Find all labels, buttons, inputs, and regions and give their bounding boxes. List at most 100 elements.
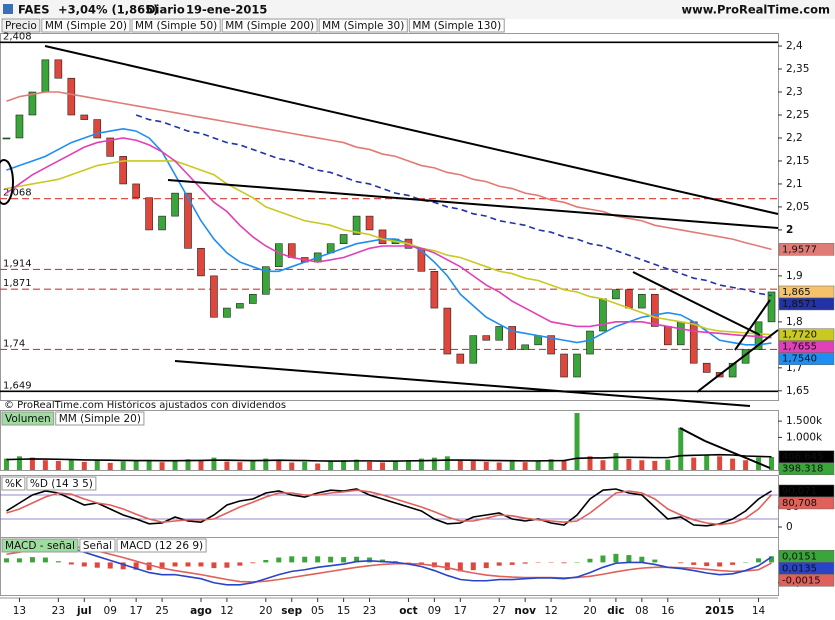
candle	[2, 137, 11, 140]
x-tick-label: 05	[311, 605, 324, 617]
volume-bar	[483, 461, 489, 470]
y-tick-label: 1,9	[786, 270, 803, 282]
level-label: 1,649	[3, 380, 32, 391]
volume-bar	[600, 460, 606, 470]
panel-frame	[0, 537, 779, 596]
x-tick-label: 08	[635, 605, 648, 617]
volume-bar	[665, 459, 671, 470]
candle	[676, 321, 685, 346]
histogram-bar	[678, 562, 684, 564]
marker-circle	[0, 159, 14, 205]
volume-bar	[444, 456, 450, 470]
legend-entry: MACD (12 26 9)	[120, 540, 203, 552]
histogram-bar	[613, 553, 619, 563]
candle	[365, 215, 374, 231]
x-tick-label: 20	[259, 605, 272, 617]
histogram-bar	[55, 561, 61, 563]
x-tick-label: 20	[583, 605, 596, 617]
histogram-bar	[354, 556, 360, 563]
legend-box	[131, 18, 221, 33]
histogram-bar	[522, 562, 528, 564]
last-value-label: 398.318	[782, 464, 823, 475]
last-value-label: 0,0151	[782, 551, 817, 562]
volume-bar	[380, 462, 386, 470]
candle	[702, 362, 711, 373]
histogram-bar	[704, 562, 710, 567]
volume-bar	[509, 461, 515, 470]
last-value-box	[778, 462, 835, 475]
histogram-bar	[717, 562, 723, 567]
panel-frame	[0, 33, 779, 401]
histogram-bar	[509, 562, 515, 565]
histogram-bar	[172, 562, 178, 567]
legend-box	[1, 476, 26, 491]
legend-box	[41, 18, 131, 33]
volume-bar	[107, 462, 113, 470]
candle	[456, 353, 465, 364]
y-tick-label: 1,8	[786, 316, 803, 328]
series-line	[6, 160, 772, 336]
histogram-bar	[587, 558, 593, 563]
series-line	[6, 137, 772, 339]
panel-frame	[0, 410, 779, 471]
volume-bar	[341, 460, 347, 470]
trend-line	[167, 179, 779, 229]
histogram-bar	[159, 562, 165, 569]
last-value-label: 0,0135	[782, 563, 817, 574]
x-tick-label: sep	[281, 605, 302, 617]
histogram-bar	[600, 555, 606, 563]
candle	[728, 362, 737, 378]
histogram-bar	[120, 562, 126, 570]
candle	[184, 192, 192, 249]
x-tick-label: nov	[514, 605, 536, 617]
volume-bar	[652, 460, 658, 470]
volume-bar	[535, 460, 541, 470]
candle	[443, 307, 452, 355]
candle	[15, 114, 24, 139]
level-label: 1,871	[3, 278, 32, 289]
last-value-box	[778, 352, 835, 365]
candle	[767, 291, 776, 323]
volume-bar	[522, 462, 528, 470]
candle	[534, 335, 542, 346]
last-value-label: 1,8571	[782, 299, 817, 310]
x-tick-label: 15	[337, 605, 350, 617]
candle	[547, 335, 555, 355]
candle	[197, 247, 205, 277]
series-line	[6, 488, 772, 527]
volume-bar	[548, 459, 554, 470]
label-layer: Precio MM (Simple 20) MM (Simple 50) MM (Si…	[1, 18, 835, 587]
trend-line	[704, 440, 771, 469]
last-value-label: 406.645	[782, 452, 823, 463]
candle	[236, 303, 244, 309]
legend-entry: MM (Simple 20)	[45, 20, 127, 32]
x-tick-label: 09	[428, 605, 441, 617]
volume-bar	[250, 460, 256, 470]
candle	[482, 335, 491, 341]
y-tick-label: 1.500k	[786, 415, 823, 427]
volume-bar	[691, 457, 697, 470]
candle	[599, 298, 607, 332]
y-tick-label: 2,35	[786, 63, 809, 75]
header-icon	[3, 4, 13, 14]
trend-line	[734, 299, 771, 351]
legend-box	[79, 538, 116, 553]
legend-box	[1, 411, 55, 426]
volume-bar	[237, 462, 243, 470]
trend-line	[696, 329, 779, 393]
legend-entry: MM (Simple 20)	[59, 413, 141, 425]
legend-entry: MM (Simple 50)	[135, 20, 217, 32]
volume-bar	[42, 460, 48, 470]
change: +3,04% (1,865)	[58, 3, 158, 17]
volume-bar	[743, 460, 749, 470]
volume-bar	[392, 461, 398, 470]
candle	[663, 326, 672, 346]
histogram-bar	[639, 556, 645, 563]
volume-bar	[639, 460, 645, 470]
y-tick-label: 2,2	[786, 132, 803, 144]
last-value-label: 1,9577	[782, 244, 817, 255]
last-value-box	[778, 574, 835, 587]
volume-bar	[276, 460, 282, 470]
histogram-bar	[107, 562, 113, 569]
